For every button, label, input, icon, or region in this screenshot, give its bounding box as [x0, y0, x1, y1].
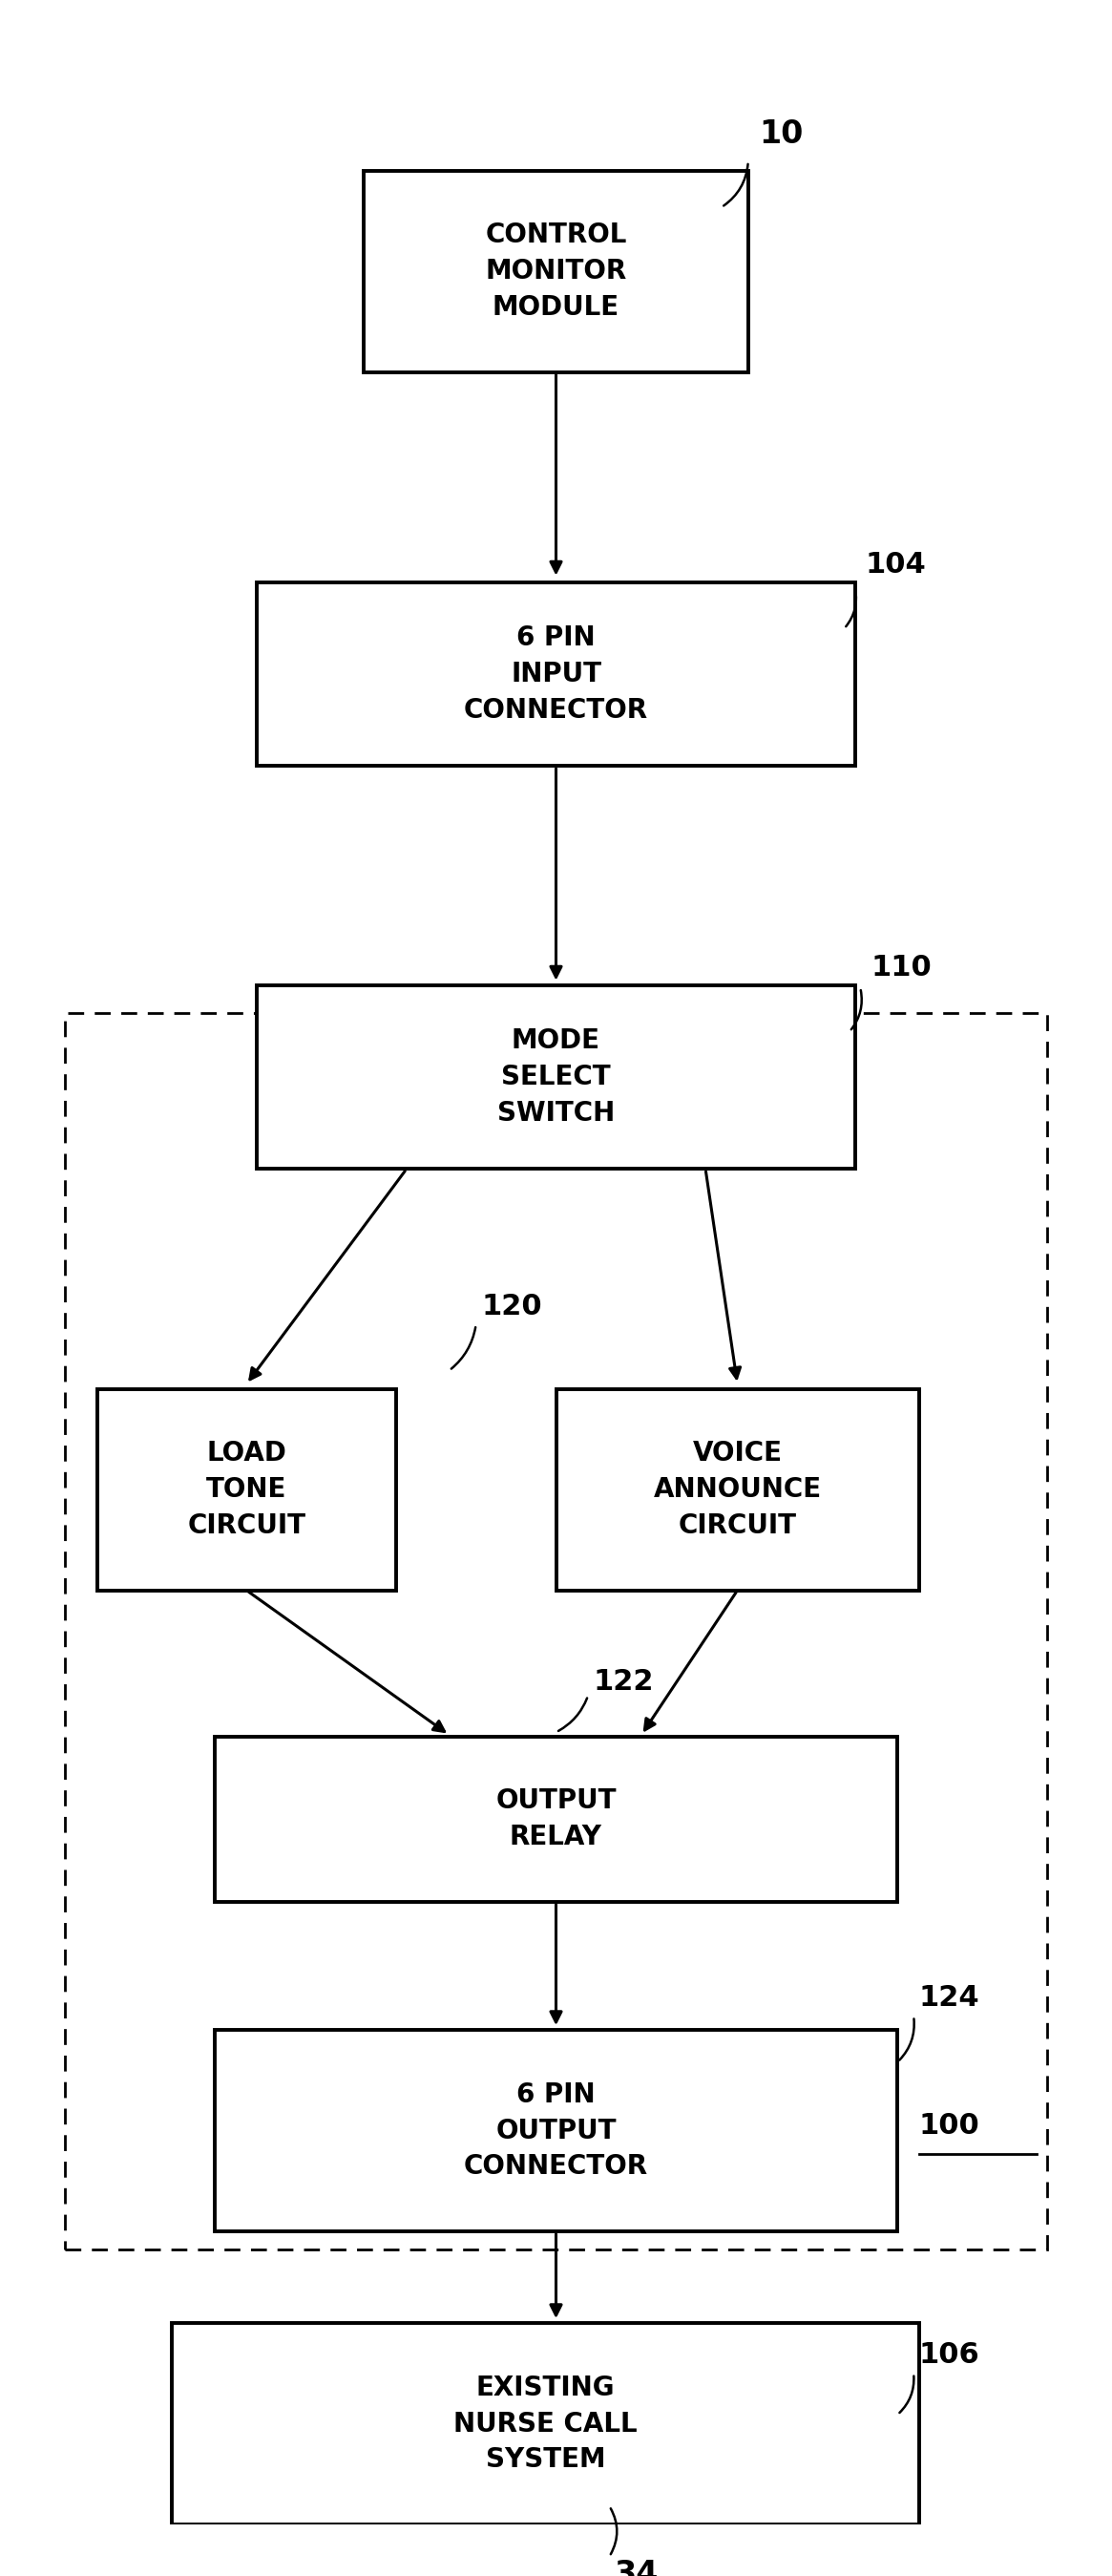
Text: 104: 104 — [865, 551, 926, 577]
Text: VOICE
ANNOUNCE
CIRCUIT: VOICE ANNOUNCE CIRCUIT — [654, 1440, 822, 1538]
Text: 6 PIN
OUTPUT
CONNECTOR: 6 PIN OUTPUT CONNECTOR — [464, 2081, 648, 2179]
Bar — [171, 2324, 919, 2524]
Bar — [364, 170, 748, 371]
Text: EXISTING
NURSE CALL
SYSTEM: EXISTING NURSE CALL SYSTEM — [454, 2375, 637, 2473]
Bar — [257, 582, 855, 765]
Text: 120: 120 — [481, 1293, 542, 1319]
Text: 34: 34 — [615, 2558, 659, 2576]
Bar — [215, 2030, 897, 2231]
Text: 110: 110 — [871, 953, 932, 981]
Text: 124: 124 — [919, 1984, 980, 2012]
Bar — [64, 1012, 1048, 2249]
Text: 106: 106 — [919, 2342, 980, 2370]
Text: 6 PIN
INPUT
CONNECTOR: 6 PIN INPUT CONNECTOR — [464, 626, 648, 724]
Text: CONTROL
MONITOR
MODULE: CONTROL MONITOR MODULE — [485, 222, 627, 322]
Text: LOAD
TONE
CIRCUIT: LOAD TONE CIRCUIT — [187, 1440, 306, 1538]
Bar — [556, 1388, 919, 1589]
Text: 122: 122 — [594, 1669, 654, 1695]
Text: OUTPUT
RELAY: OUTPUT RELAY — [496, 1788, 616, 1850]
Bar — [215, 1736, 897, 1901]
Text: MODE
SELECT
SWITCH: MODE SELECT SWITCH — [497, 1028, 615, 1126]
Text: 100: 100 — [919, 2112, 980, 2141]
Text: 10: 10 — [758, 118, 803, 149]
Bar — [257, 987, 855, 1170]
Bar — [97, 1388, 396, 1589]
